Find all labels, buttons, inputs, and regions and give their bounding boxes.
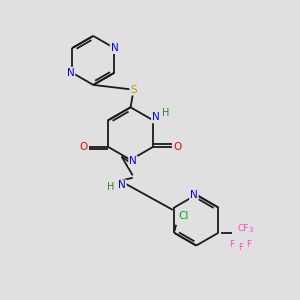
- Text: F: F: [247, 240, 251, 249]
- Text: 3: 3: [248, 227, 253, 233]
- Text: N: N: [111, 43, 118, 53]
- Text: F: F: [238, 243, 243, 252]
- Text: N: N: [152, 112, 160, 122]
- Text: CF: CF: [237, 224, 248, 233]
- Text: O: O: [80, 142, 88, 152]
- Text: S: S: [130, 85, 137, 95]
- Text: N: N: [67, 68, 74, 78]
- Text: Cl: Cl: [178, 212, 188, 221]
- Text: N: N: [190, 190, 198, 200]
- Text: F: F: [229, 240, 234, 249]
- Text: N: N: [118, 180, 126, 190]
- Text: H: H: [162, 108, 169, 118]
- Text: H: H: [107, 182, 115, 192]
- Text: N: N: [129, 156, 137, 166]
- Text: O: O: [173, 142, 182, 152]
